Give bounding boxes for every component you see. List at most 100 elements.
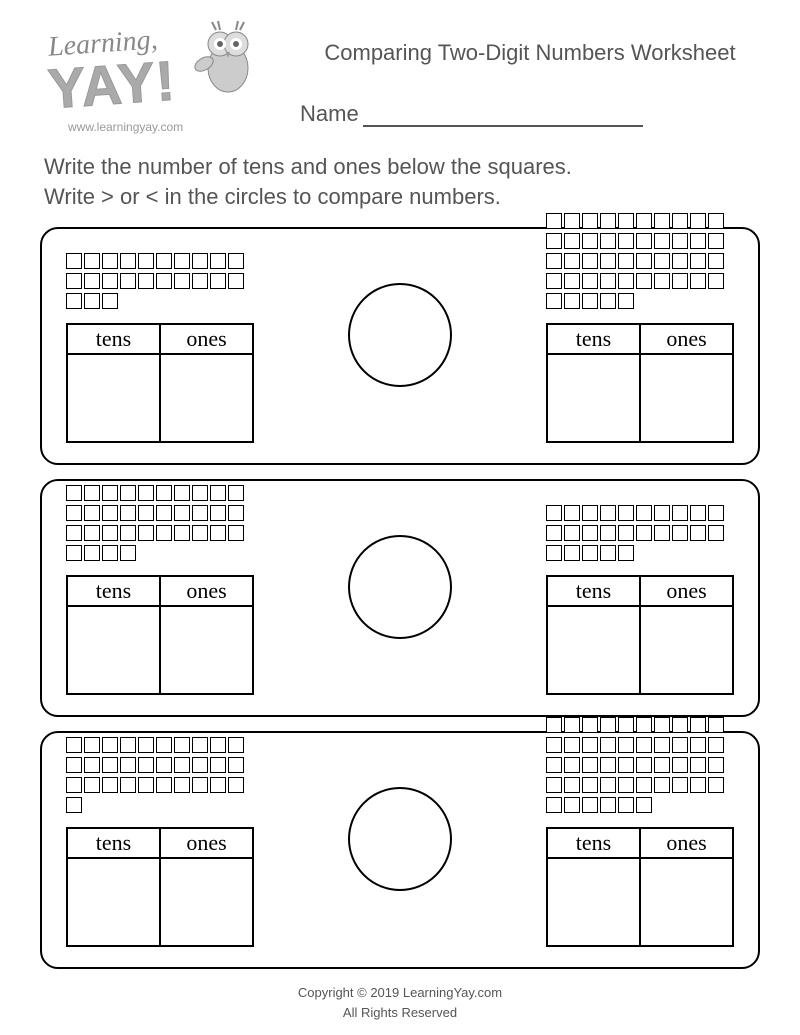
ones-input-cell[interactable] — [161, 355, 252, 441]
instruction-line-1: Write the number of tens and ones below … — [44, 152, 760, 182]
tens-ones-table[interactable]: tensones — [66, 827, 254, 947]
unit-square — [618, 797, 634, 813]
tens-input-cell[interactable] — [68, 607, 161, 693]
unit-square — [174, 737, 190, 753]
unit-square — [138, 273, 154, 289]
unit-square — [708, 525, 724, 541]
compare-circle[interactable] — [348, 787, 452, 891]
compare-circle[interactable] — [348, 535, 452, 639]
unit-square — [228, 273, 244, 289]
ones-header: ones — [161, 325, 252, 355]
unit-square — [174, 505, 190, 521]
unit-square — [564, 717, 580, 733]
unit-square — [564, 545, 580, 561]
unit-square — [102, 545, 118, 561]
unit-square — [138, 505, 154, 521]
block-row — [546, 757, 724, 773]
unit-square — [672, 253, 688, 269]
unit-square — [120, 253, 136, 269]
unit-square — [210, 273, 226, 289]
unit-square — [618, 293, 634, 309]
instruction-line-2: Write > or < in the circles to compare n… — [44, 182, 760, 212]
tens-input-cell[interactable] — [548, 355, 641, 441]
unit-square — [228, 485, 244, 501]
tens-ones-table[interactable]: tensones — [546, 323, 734, 443]
unit-square — [708, 777, 724, 793]
unit-square — [174, 525, 190, 541]
tens-input-cell[interactable] — [548, 859, 641, 945]
unit-square — [84, 253, 100, 269]
unit-square — [120, 545, 136, 561]
blocks-group — [546, 505, 724, 561]
unit-square — [564, 253, 580, 269]
tens-input-cell[interactable] — [68, 859, 161, 945]
unit-square — [156, 253, 172, 269]
unit-square — [600, 717, 616, 733]
ones-input-cell[interactable] — [641, 859, 732, 945]
unit-square — [66, 797, 82, 813]
unit-square — [600, 233, 616, 249]
tens-ones-table[interactable]: tensones — [66, 575, 254, 695]
unit-square — [120, 737, 136, 753]
unit-square — [600, 545, 616, 561]
unit-square — [636, 233, 652, 249]
unit-square — [672, 273, 688, 289]
ones-input-cell[interactable] — [641, 607, 732, 693]
unit-square — [672, 505, 688, 521]
footer: Copyright © 2019 LearningYay.com All Rig… — [40, 983, 760, 1022]
left-side: tensones — [66, 253, 254, 443]
unit-square — [564, 293, 580, 309]
ones-input-cell[interactable] — [161, 859, 252, 945]
unit-square — [84, 293, 100, 309]
problem-box: tensones tensones — [40, 731, 760, 969]
rights-line: All Rights Reserved — [40, 1003, 760, 1023]
unit-square — [618, 505, 634, 521]
owl-icon — [190, 20, 260, 100]
unit-square — [600, 505, 616, 521]
tens-ones-table[interactable]: tensones — [546, 827, 734, 947]
unit-square — [228, 757, 244, 773]
ones-input-cell[interactable] — [641, 355, 732, 441]
unit-square — [690, 717, 706, 733]
tens-ones-table[interactable]: tensones — [66, 323, 254, 443]
unit-square — [66, 777, 82, 793]
unit-square — [672, 737, 688, 753]
unit-square — [66, 253, 82, 269]
name-field[interactable]: Name — [300, 101, 760, 127]
unit-square — [636, 717, 652, 733]
compare-circle[interactable] — [348, 283, 452, 387]
unit-square — [210, 757, 226, 773]
right-side: tensones — [546, 505, 734, 695]
unit-square — [600, 293, 616, 309]
unit-square — [66, 737, 82, 753]
unit-square — [228, 525, 244, 541]
unit-square — [600, 777, 616, 793]
block-row — [66, 293, 244, 309]
ones-input-cell[interactable] — [161, 607, 252, 693]
unit-square — [138, 525, 154, 541]
unit-square — [66, 525, 82, 541]
tens-input-cell[interactable] — [548, 607, 641, 693]
unit-square — [66, 273, 82, 289]
unit-square — [690, 213, 706, 229]
unit-square — [192, 777, 208, 793]
unit-square — [546, 797, 562, 813]
unit-square — [192, 737, 208, 753]
ones-header: ones — [641, 577, 732, 607]
unit-square — [618, 737, 634, 753]
unit-square — [192, 505, 208, 521]
unit-square — [156, 737, 172, 753]
unit-square — [84, 737, 100, 753]
unit-square — [582, 777, 598, 793]
unit-square — [174, 757, 190, 773]
unit-square — [582, 253, 598, 269]
tens-ones-table[interactable]: tensones — [546, 575, 734, 695]
unit-square — [138, 737, 154, 753]
unit-square — [654, 253, 670, 269]
unit-square — [636, 737, 652, 753]
tens-input-cell[interactable] — [68, 355, 161, 441]
left-side: tensones — [66, 485, 254, 695]
unit-square — [618, 545, 634, 561]
unit-square — [66, 757, 82, 773]
unit-square — [708, 757, 724, 773]
